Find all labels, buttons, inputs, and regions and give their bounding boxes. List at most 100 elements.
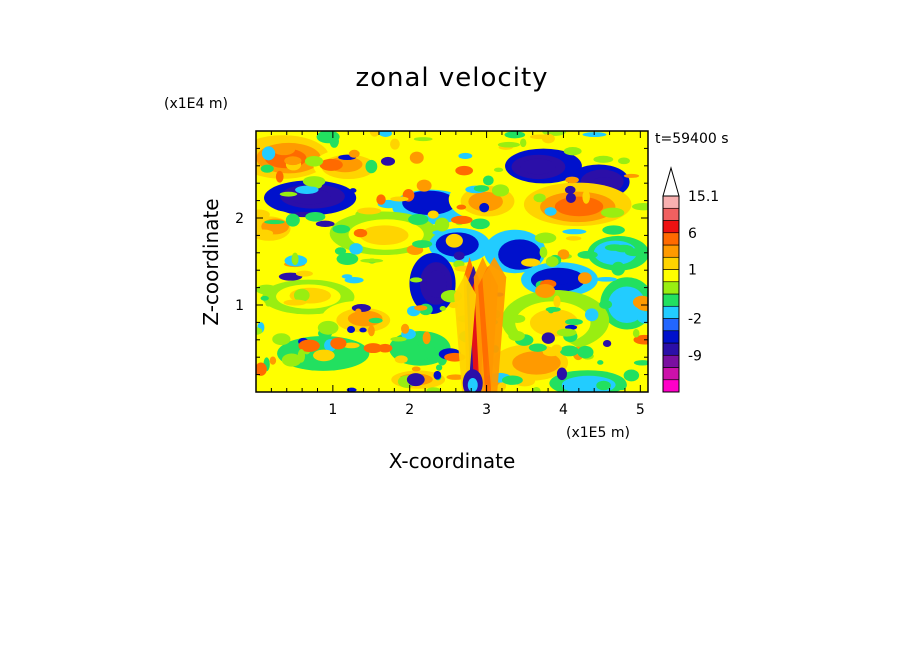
contour-speckle [584,308,599,322]
contour-speckle [541,332,555,344]
y-ticks: 12 [235,130,648,393]
contour-speckle [453,251,465,261]
contour-speckle [414,305,428,311]
contour-speckle [434,217,450,232]
contour-speckle [551,344,562,353]
plume-core [467,378,478,392]
contour-patch [360,225,409,245]
colorbar-segment [662,342,680,356]
contour-speckle [599,299,613,309]
contour-speckle [565,176,579,184]
contour-speckle [390,336,407,342]
contour-speckle [545,256,559,267]
contour-speckle [446,374,465,380]
contour-speckle [632,329,640,338]
time-label: t=59400 s [655,131,729,147]
contour-speckle [285,213,300,227]
x-tick-label: 2 [405,402,414,418]
contour-speckle [623,369,640,382]
contour-speckle [369,131,380,137]
colorbar-extend-arrow [662,166,680,197]
colorbar-label: 1 [688,263,697,279]
contour-speckle [261,146,276,161]
contour-speckle [556,367,568,381]
contour-speckle [368,317,383,324]
colorbar-segment [662,367,680,381]
x-tick-label: 1 [328,402,337,418]
y-tick-label: 1 [235,298,244,314]
contour-speckle [417,341,424,347]
contour-speckle [256,327,263,335]
contour-speckle [416,179,432,192]
contour-speckle [408,213,429,226]
contour-speckle [359,327,367,333]
contour-speckle [557,249,570,260]
contour-speckle [427,210,439,219]
contour-speckle [265,301,272,307]
contour-patch [499,244,528,265]
contour-speckle [545,306,561,312]
contour-speckle [493,167,504,173]
contour-patch [615,293,640,317]
contour-speckle [479,202,490,213]
x-ticks: 1 2 3 4 5 [255,131,645,418]
contour-speckle [409,277,423,283]
contour-speckle [256,284,278,295]
plot-frame [255,130,649,393]
x-tick-label: 3 [482,402,491,418]
colorbar-label: -9 [688,348,702,364]
colorbar-segment [662,379,680,393]
contour-speckle [305,211,326,222]
contour-speckle [412,240,433,248]
contour-speckle [595,276,617,282]
contour-speckle [544,207,557,216]
plume-streak [454,274,477,392]
contour-speckle [597,360,604,365]
contour-speckle [445,233,463,248]
colorbar-segment [662,318,680,332]
contour-speckle [504,131,526,139]
colorbar: 15.1 6 1 -2 -9 [662,166,719,393]
contour-speckle [269,356,277,365]
contour-speckle [355,308,362,315]
contour-speckle [521,258,541,267]
contour-patch [554,196,604,217]
contour-speckle [344,276,364,284]
contour-speckle [413,137,433,142]
contour-patch [568,378,603,391]
contour-speckle [348,149,360,158]
contour-speckle [346,387,357,392]
contour-speckle [435,364,443,371]
contour-speckle [470,218,490,230]
contour-speckle [473,185,490,192]
contour-speckle [559,345,579,357]
contour-speckle [565,192,576,204]
x-scale-label: (x1E5 m) [566,425,630,441]
contour-speckle [390,138,400,150]
contour-speckle [539,246,548,258]
colorbar-label: 6 [688,226,697,242]
contour-speckle [376,194,386,205]
contour-speckle [302,176,326,187]
contour-speckle [380,156,396,166]
contour-speckle [617,157,630,165]
contour-speckle [341,274,353,279]
contour-speckle [616,379,627,391]
contour-speckle [602,339,612,348]
contour-speckle [332,224,351,234]
contour-speckle [275,170,284,183]
contour-speckle [631,202,648,211]
contour-speckle [295,270,313,277]
contour-speckle [272,143,296,156]
contour-speckle [501,375,523,385]
colorbar-label: -2 [688,312,702,328]
colorbar-segment [662,293,680,307]
contour-speckle [562,229,587,235]
contour-speckle [336,252,359,265]
contour-speckle [439,306,446,311]
contour-speckle [256,209,270,220]
contour-speckle [406,373,425,387]
y-scale-label: (x1E4 m) [164,96,228,112]
contour-speckle [295,185,319,194]
